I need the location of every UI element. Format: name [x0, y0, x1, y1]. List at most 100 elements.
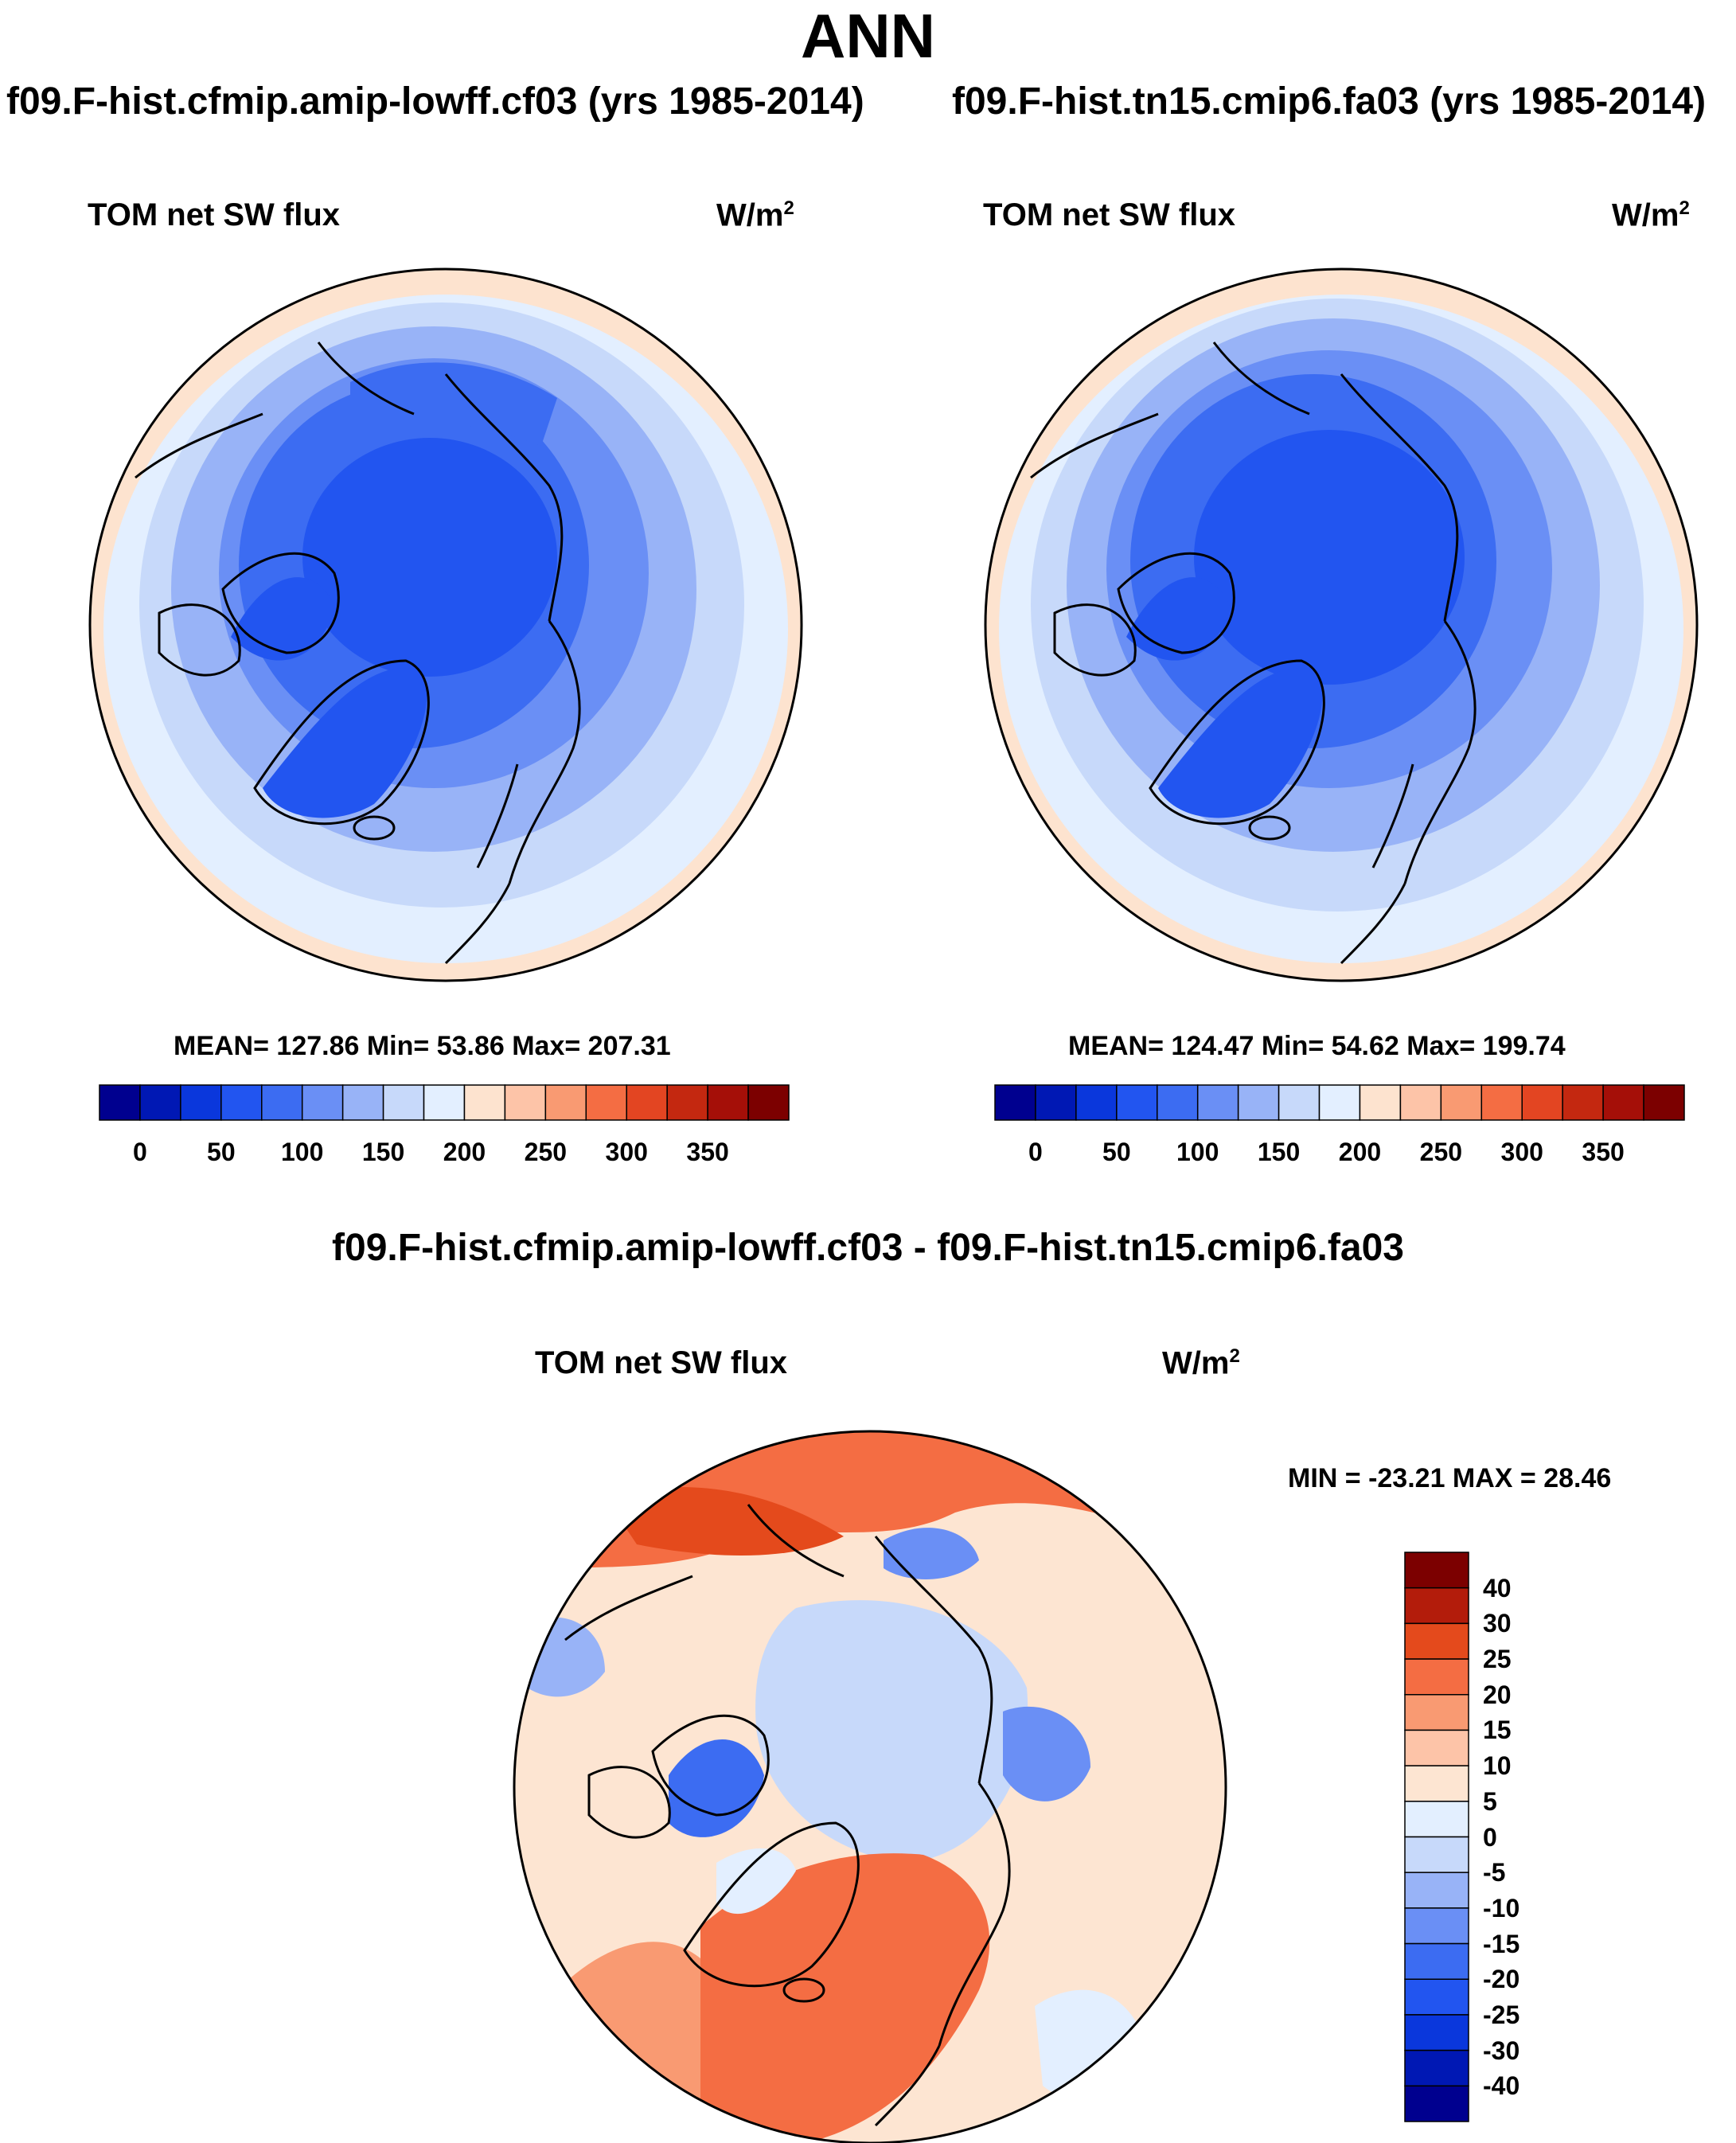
case2-title: f09.F-hist.tn15.cmip6.fa03 (yrs 1985-201…	[952, 80, 1707, 123]
colorbar-panel2-swatch	[1237, 1084, 1280, 1121]
colorbar-difference-swatch	[1404, 1587, 1469, 1625]
colorbar-difference-swatch	[1404, 1552, 1469, 1589]
colorbar-panel1-tick-label: 0	[133, 1138, 147, 1166]
colorbar-panel2-swatch	[1521, 1084, 1563, 1121]
colorbar-difference-tick-label: 5	[1483, 1786, 1497, 1816]
case1-title: f09.F-hist.cfmip.amip-lowff.cf03 (yrs 19…	[6, 80, 864, 123]
colorbar-panel2-swatch	[994, 1084, 1036, 1121]
panel1-variable-label: TOM net SW flux	[88, 197, 341, 232]
colorbar-panel1-swatch	[382, 1084, 425, 1121]
colorbar-panel2-swatch	[1278, 1084, 1321, 1121]
colorbar-panel2-swatch	[1318, 1084, 1361, 1121]
colorbar-panel2-swatch	[1075, 1084, 1118, 1121]
colorbar-difference	[1404, 1552, 1469, 2122]
colorbar-difference-tick-label: -5	[1483, 1858, 1506, 1887]
colorbar-difference-swatch	[1404, 2049, 1469, 2087]
colorbar-difference-swatch	[1404, 2014, 1469, 2051]
colorbar-difference-swatch	[1404, 1978, 1469, 2016]
colorbar-panel1-tick-label: 200	[443, 1138, 486, 1166]
colorbar-panel2-tick-label: 350	[1582, 1138, 1625, 1166]
colorbar-difference-tick-label: -40	[1483, 2071, 1520, 2101]
colorbar-difference-swatch	[1404, 1907, 1469, 1945]
colorbar-panel1-swatch	[180, 1084, 222, 1121]
coastlines-difference	[564, 1504, 1011, 2127]
colorbar-panel1-tick-label: 300	[605, 1138, 648, 1166]
colorbar-difference-tick-label: -25	[1483, 2000, 1520, 2029]
colorbar-difference-tick-label: 40	[1483, 1573, 1512, 1602]
colorbar-panel2	[994, 1084, 1685, 1121]
colorbar-difference-swatch	[1404, 1836, 1469, 1873]
colorbar-panel2-swatch	[1359, 1084, 1402, 1121]
colorbar-panel2-swatch	[1602, 1084, 1644, 1121]
colorbar-panel2-swatch	[1116, 1084, 1158, 1121]
colorbar-difference-swatch	[1404, 1622, 1469, 1660]
colorbar-difference-tick-label: 20	[1483, 1680, 1512, 1709]
colorbar-panel1-swatch	[666, 1084, 708, 1121]
colorbar-panel2-swatch	[1196, 1084, 1239, 1121]
colorbar-panel1-swatch	[139, 1084, 181, 1121]
colorbar-difference-tick-label: 15	[1483, 1716, 1512, 1745]
colorbar-difference-swatch	[1404, 1872, 1469, 1909]
panel2-stats: MEAN= 124.47 Min= 54.62 Max= 199.74	[1068, 1031, 1566, 1061]
panel1-stats: MEAN= 127.86 Min= 53.86 Max= 207.31	[174, 1031, 671, 1061]
colorbar-panel1-swatch	[301, 1084, 344, 1121]
colorbar-panel2-swatch	[1562, 1084, 1604, 1121]
colorbar-difference-tick-label: 10	[1483, 1751, 1512, 1781]
colorbar-difference-swatch	[1404, 1694, 1469, 1731]
colorbar-panel1-swatch	[261, 1084, 303, 1121]
map-panel2	[985, 269, 1697, 981]
colorbar-panel2-swatch	[1399, 1084, 1442, 1121]
colorbar-panel1-tick-label: 150	[361, 1138, 405, 1166]
panel2-variable-label: TOM net SW flux	[983, 197, 1236, 232]
diff-units: W/m2	[1162, 1345, 1240, 1381]
colorbar-panel2-swatch	[1035, 1084, 1077, 1121]
colorbar-difference-tick-label: -30	[1483, 2036, 1520, 2065]
colorbar-panel1-swatch	[544, 1084, 587, 1121]
colorbar-panel1-tick-label: 50	[207, 1138, 236, 1166]
colorbar-panel2-swatch	[1157, 1084, 1199, 1121]
colorbar-difference-tick-label: -10	[1483, 1893, 1520, 1922]
colorbar-panel2-swatch	[1480, 1084, 1523, 1121]
panel1-units: W/m2	[716, 197, 794, 233]
colorbar-panel2-swatch	[1440, 1084, 1483, 1121]
colorbar-difference-swatch	[1404, 1729, 1469, 1766]
colorbar-panel1-swatch	[463, 1084, 506, 1121]
colorbar-panel1-swatch	[747, 1084, 790, 1121]
map-border-panel2	[984, 267, 1699, 982]
colorbar-difference-swatch	[1404, 2085, 1469, 2122]
colorbar-panel1-tick-label: 350	[686, 1138, 729, 1166]
colorbar-panel2-tick-label: 200	[1338, 1138, 1382, 1166]
colorbar-difference-tick-label: 30	[1483, 1609, 1512, 1638]
diff-variable-label: TOM net SW flux	[535, 1345, 788, 1380]
colorbar-difference-tick-label: 25	[1483, 1645, 1512, 1674]
map-border-difference	[513, 1430, 1227, 2143]
colorbar-difference-tick-label: -15	[1483, 1929, 1520, 1958]
figure-title: ANN	[801, 1, 935, 71]
colorbar-panel1-tick-label: 250	[524, 1138, 568, 1166]
colorbar-difference-swatch	[1404, 1801, 1469, 1838]
colorbar-difference-swatch	[1404, 1658, 1469, 1696]
colorbar-panel1-swatch	[220, 1084, 263, 1121]
panel2-units: W/m2	[1612, 197, 1690, 233]
colorbar-difference-swatch	[1404, 1942, 1469, 1980]
difference-title: f09.F-hist.cfmip.amip-lowff.cf03 - f09.F…	[332, 1227, 1404, 1269]
colorbar-panel2-tick-label: 250	[1419, 1138, 1463, 1166]
colorbar-panel1-swatch	[626, 1084, 668, 1121]
colorbar-panel1-swatch	[585, 1084, 627, 1121]
map-border-panel1	[88, 267, 803, 982]
colorbar-panel2-tick-label: 50	[1102, 1138, 1131, 1166]
coastlines-panel1	[135, 342, 581, 965]
colorbar-panel1-swatch	[341, 1084, 384, 1121]
colorbar-difference-swatch	[1404, 1765, 1469, 1802]
colorbar-panel2-tick-label: 0	[1028, 1138, 1043, 1166]
colorbar-panel1-swatch	[99, 1084, 141, 1121]
colorbar-panel2-tick-label: 100	[1176, 1138, 1219, 1166]
colorbar-panel2-swatch	[1643, 1084, 1685, 1121]
colorbar-panel2-tick-label: 300	[1500, 1138, 1543, 1166]
colorbar-difference-tick-label: -20	[1483, 1965, 1520, 1994]
coastlines-panel2	[1030, 342, 1477, 965]
colorbar-panel1	[99, 1084, 790, 1121]
colorbar-panel2-tick-label: 150	[1257, 1138, 1301, 1166]
colorbar-panel1-swatch	[707, 1084, 749, 1121]
